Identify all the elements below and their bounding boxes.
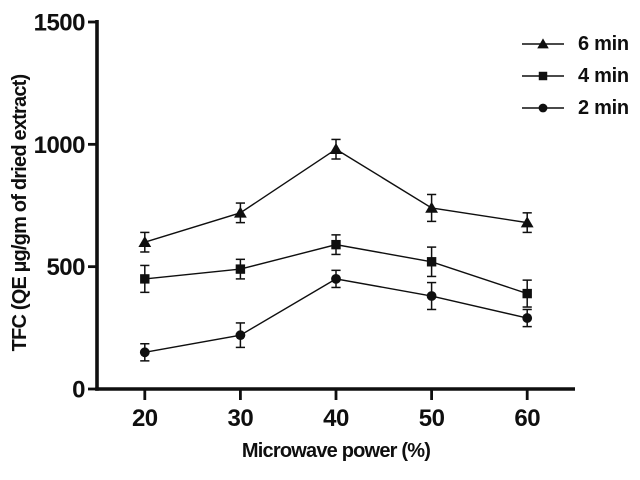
x-tick-label: 60 [514,405,540,432]
x-tick-label: 40 [323,405,349,432]
square-marker-icon [522,288,532,299]
series-line [144,278,528,353]
series-circle [139,269,533,362]
circle-marker-icon [522,313,533,323]
y-axis-title: TFC (QE µg/gm of dried extract) [9,74,31,351]
triangle-marker-icon [520,216,534,228]
legend-label: 2 min [578,96,629,119]
triangle-marker-icon [138,236,152,247]
legend-label: 4 min [578,64,629,87]
chart-legend: 6 min 4 min 2 min [521,28,629,124]
series-triangle [138,138,534,253]
triangle-marker-icon [329,143,343,155]
series-square [140,234,532,308]
square-marker-icon [140,274,150,284]
square-marker-icon [235,264,246,274]
x-tick-label: 20 [132,405,158,432]
circle-marker-icon [538,103,548,113]
series-line [144,148,528,243]
legend-label: 6 min [578,32,629,55]
x-tick-label: 30 [228,405,254,432]
legend-item: 6 min [521,28,629,60]
legend-item: 4 min [521,60,629,92]
legend-marker-triangle-icon [522,38,564,49]
y-tick-label: 1500 [34,10,86,37]
circle-marker-icon [139,347,150,358]
x-tick-label: 50 [419,405,445,432]
legend-marker-square-icon [522,71,564,81]
square-marker-icon [538,71,548,81]
x-axis-title: Microwave power (%) [242,440,430,462]
y-tick-label: 0 [72,377,85,404]
legend-marker-circle-icon [522,103,564,113]
legend-item: 2 min [521,92,629,124]
triangle-marker-icon [537,38,549,49]
triangle-marker-icon [425,201,438,213]
circle-marker-icon [331,274,341,284]
circle-marker-icon [426,291,437,301]
circle-marker-icon [235,330,246,341]
square-marker-icon [426,257,437,267]
triangle-marker-icon [234,206,247,218]
y-tick-label: 1000 [34,132,86,159]
y-tick-label: 500 [46,254,85,281]
square-marker-icon [331,239,341,250]
